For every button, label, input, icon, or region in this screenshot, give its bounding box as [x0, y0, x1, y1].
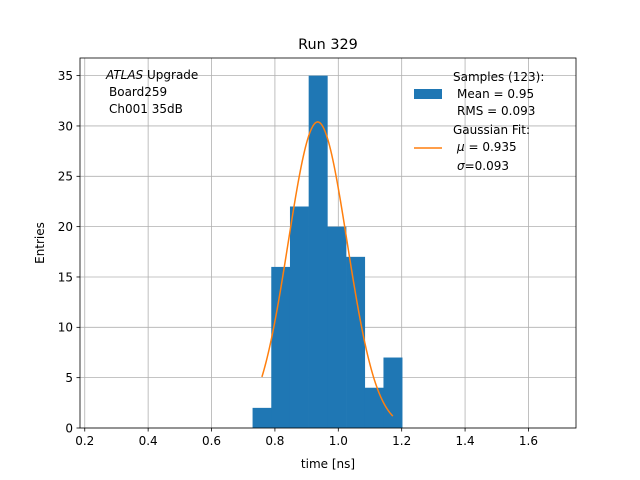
legend-fit-mu: μ = 0.935 — [456, 140, 517, 154]
legend-hist-swatch — [414, 89, 442, 99]
legend-fit-label: Gaussian Fit: — [453, 123, 530, 137]
annotation-upgrade: Upgrade — [143, 68, 198, 82]
legend-sigma-symbol: σ — [457, 159, 465, 173]
y-tick-label: 10 — [58, 321, 73, 335]
x-tick-label: 0.8 — [265, 434, 284, 448]
x-tick-label: 1.0 — [329, 434, 348, 448]
y-tick-label: 20 — [58, 220, 73, 234]
x-tick-label: 0.2 — [75, 434, 94, 448]
x-tick-label: 1.2 — [392, 434, 411, 448]
chart-title: Run 329 — [298, 37, 358, 53]
legend-mu-symbol: μ — [456, 140, 465, 154]
y-tick-label: 25 — [58, 170, 73, 184]
y-axis-label: Entries — [33, 222, 47, 264]
y-tick-label: 30 — [58, 119, 73, 133]
histogram-bar — [327, 226, 347, 428]
x-tick-label: 0.6 — [202, 434, 221, 448]
x-tick-label: 0.4 — [139, 434, 158, 448]
legend-fit-sigma: σ=0.093 — [457, 159, 509, 173]
histogram-bar — [308, 75, 328, 428]
legend-hist-label: Samples (123): — [453, 70, 544, 84]
legend-sigma-value: =0.093 — [465, 159, 509, 173]
atlas-annotation: ATLAS Upgrade Board259 Ch001 35dB — [105, 68, 198, 116]
histogram-bar — [289, 206, 309, 428]
y-tick-label: 5 — [65, 371, 73, 385]
x-tick-label: 1.6 — [519, 434, 538, 448]
annotation-line-1: ATLAS Upgrade — [105, 68, 198, 82]
legend-mu-value: = 0.935 — [465, 140, 517, 154]
gaussian-fit-curve — [261, 121, 394, 417]
histogram-bar — [271, 266, 291, 428]
annotation-atlas: ATLAS — [105, 68, 144, 82]
x-tick-label: 1.4 — [456, 434, 475, 448]
histogram-bar — [252, 407, 272, 428]
histogram-bar — [346, 256, 366, 428]
plot-area: 0.2 0.4 0.6 0.8 1.0 1.2 1.4 1.6 0 5 10 15 20 25 30 35 — [58, 57, 577, 448]
histogram-bar — [383, 357, 403, 428]
y-tick-label: 15 — [58, 270, 73, 284]
histogram-bars — [252, 75, 403, 428]
annotation-line-3: Ch001 35dB — [109, 102, 183, 116]
plot-frame — [79, 57, 577, 429]
x-axis-ticks: 0.2 0.4 0.6 0.8 1.0 1.2 1.4 1.6 — [75, 428, 538, 448]
annotation-line-2: Board259 — [109, 85, 167, 99]
y-axis-ticks: 0 5 10 15 20 25 30 35 — [58, 69, 80, 435]
legend: Samples (123): Mean = 0.95 RMS = 0.093 G… — [414, 70, 544, 173]
histogram-bar — [364, 387, 384, 428]
legend-hist-mean: Mean = 0.95 — [457, 87, 534, 101]
legend-hist-rms: RMS = 0.093 — [457, 104, 535, 118]
x-axis-label: time [ns] — [301, 457, 355, 471]
y-tick-label: 35 — [58, 69, 73, 83]
y-tick-label: 0 — [65, 421, 73, 435]
